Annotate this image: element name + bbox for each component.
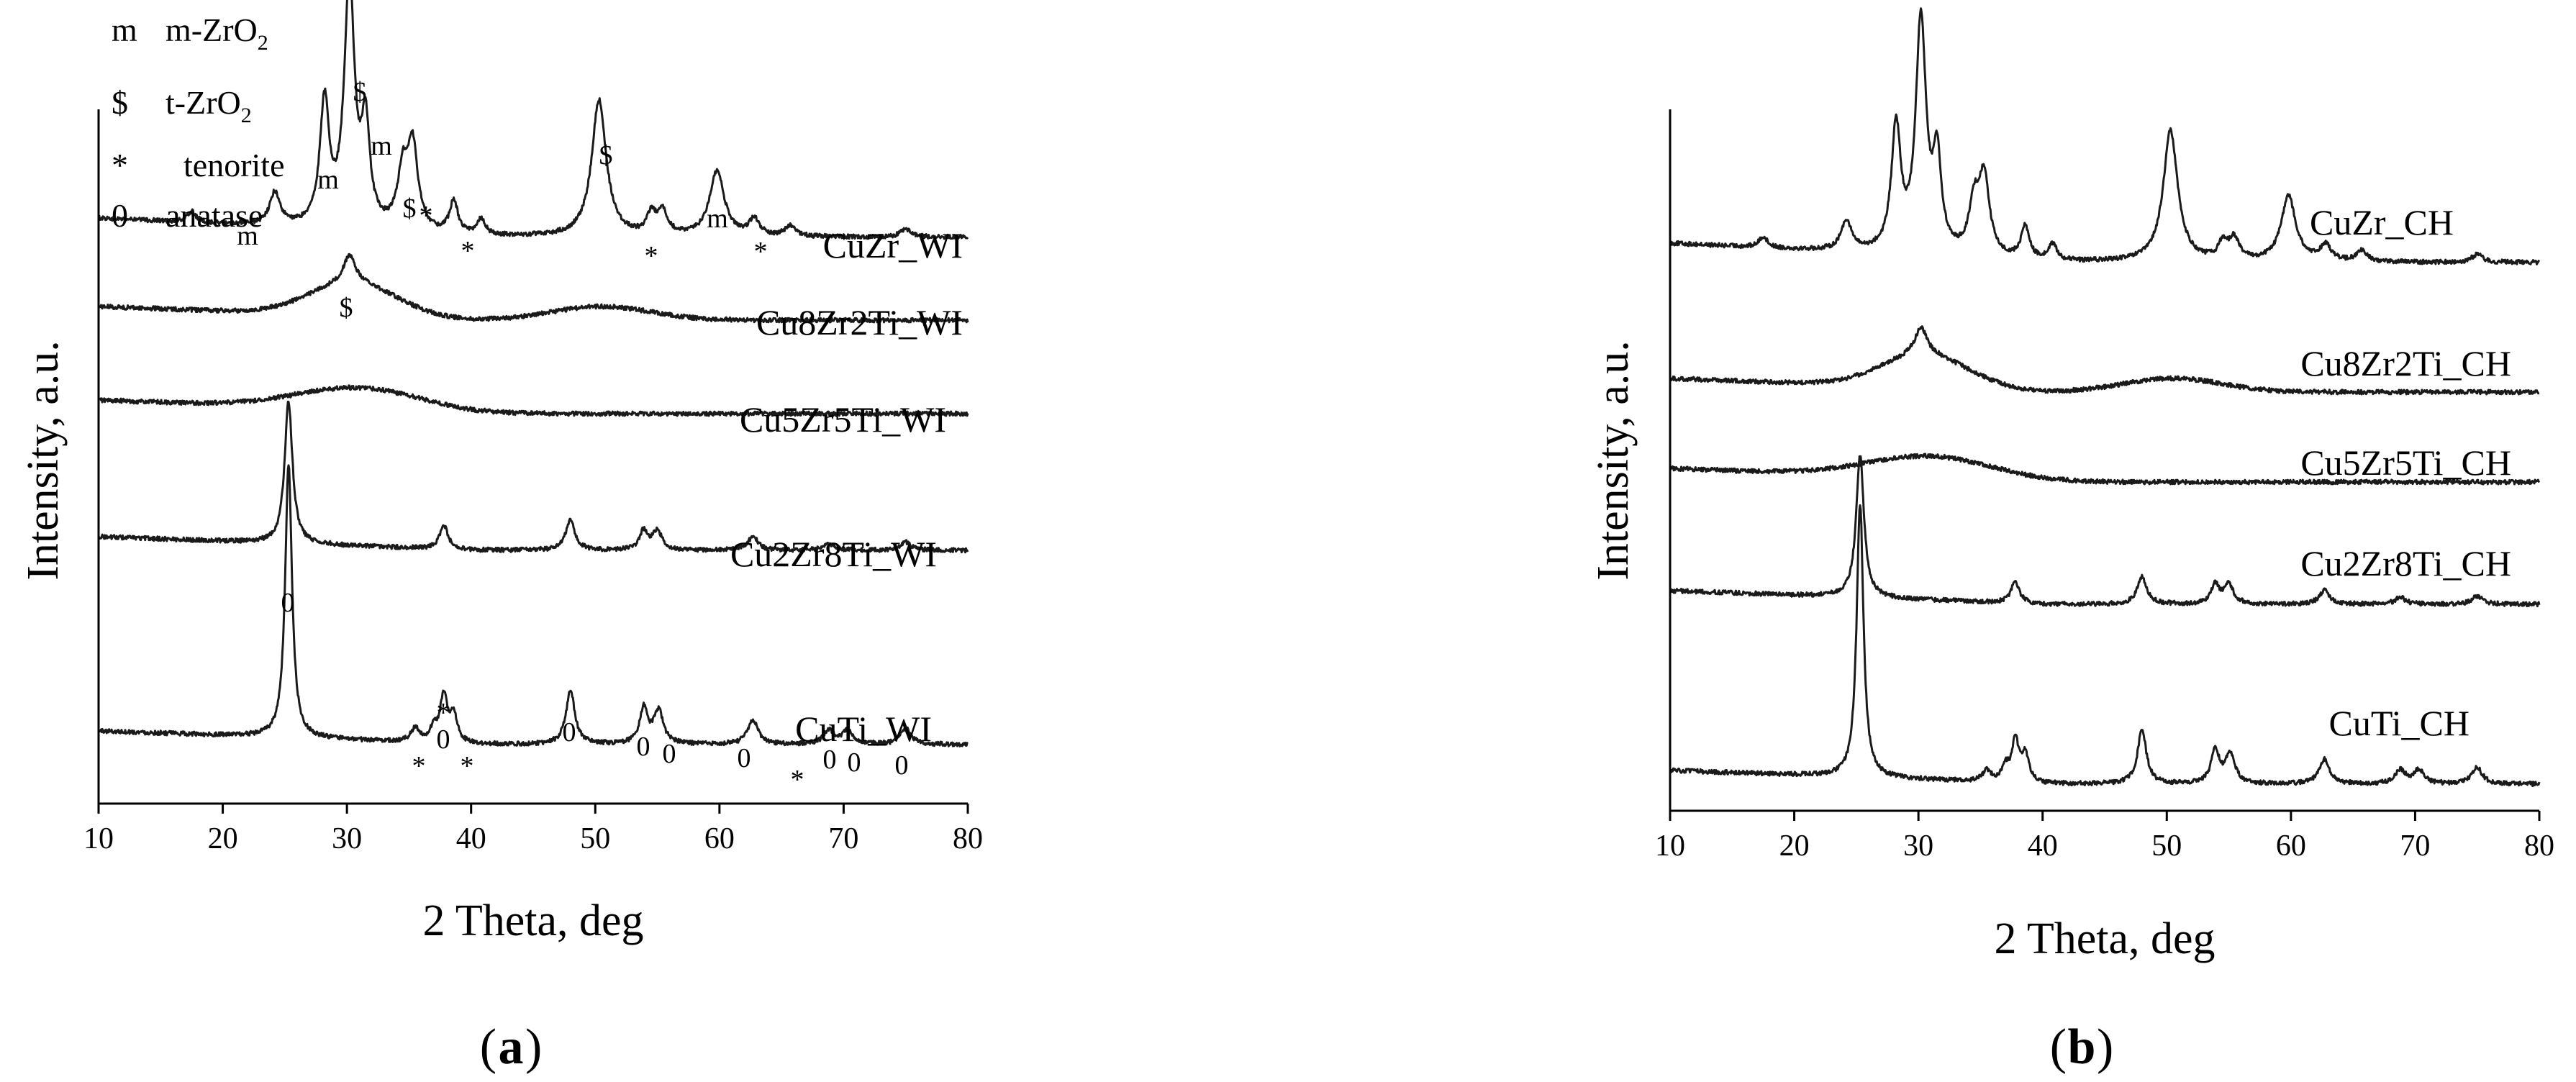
legend-label-m-zro2-main: m-ZrO <box>165 12 258 48</box>
peak-marker-dollar: $ <box>403 194 417 224</box>
series-line-cu8zr2ti-wi <box>97 253 969 324</box>
x-tick-label: 60 <box>2276 829 2306 863</box>
legend-a: m m-ZrO2 $ t-ZrO2 * tenorite 0 anatase <box>112 12 285 234</box>
peak-marker-zero: 0 <box>848 747 861 778</box>
legend-label-m-zro2: m-ZrO2 <box>165 12 268 55</box>
panel-b: 10 20 30 40 50 60 70 80 2 Theta, deg Intensity,… <box>1589 7 2554 1075</box>
x-tick-label: 10 <box>83 822 114 855</box>
x-axis-title-a: 2 Theta, deg <box>422 896 643 945</box>
series-line-cuzr-ch <box>1669 7 2541 265</box>
series-label-cuti-wi: CuTi_WI <box>795 709 932 749</box>
series-label-cuti-ch: CuTi_CH <box>2329 703 2470 743</box>
series-line-cu5zr5ti-ch <box>1669 453 2541 486</box>
peak-marker-zero: 0 <box>823 745 837 775</box>
panel-label-b-letter: b <box>2068 1019 2096 1075</box>
x-ticks-a: 10 20 30 40 50 60 70 80 <box>83 804 983 855</box>
peak-marker-zero: 0 <box>563 717 576 747</box>
peak-marker-star: * <box>791 765 804 795</box>
series-label-cuzr-ch: CuZr_CH <box>2310 202 2454 242</box>
peak-marker-zero: 0 <box>281 588 295 618</box>
peak-marker-zero: 0 <box>895 750 909 781</box>
peak-marker-zero: 0 <box>663 739 676 769</box>
x-axis-title-b: 2 Theta, deg <box>1994 914 2215 963</box>
peak-marker-m: m <box>371 131 392 161</box>
x-tick-label: 80 <box>953 822 983 855</box>
x-tick-label: 70 <box>828 822 858 855</box>
series-line-cu8zr2ti-ch <box>1669 325 2540 396</box>
panel-a: 10 20 30 40 50 60 70 80 2 Theta, deg Intensity,… <box>19 0 983 1075</box>
legend-label-t-zro2: t-ZrO2 <box>165 84 252 127</box>
x-tick-label: 20 <box>208 822 238 855</box>
x-tick-label: 40 <box>456 822 486 855</box>
legend-symbol-zero: 0 <box>112 197 128 234</box>
x-tick-label: 50 <box>2151 829 2182 863</box>
series-line-cu2zr8ti-wi <box>97 400 969 554</box>
series-line-cu5zr5ti-wi <box>98 384 969 417</box>
panel-label-a-close: ) <box>525 1019 542 1075</box>
series-label-cu5zr5ti-ch: Cu5Zr5Ti_CH <box>2300 442 2511 483</box>
peak-marker-m: m <box>317 165 339 195</box>
traces-b <box>1669 7 2541 787</box>
series-label-cuzr-wi: CuZr_WI <box>823 225 963 265</box>
series-line-cuti-wi <box>97 464 969 747</box>
peak-marker-star: * <box>461 236 475 266</box>
legend-symbol-dollar: $ <box>112 84 128 121</box>
legend-label-t-zro2-sub: 2 <box>241 104 252 127</box>
legend-label-anatase: anatase <box>165 197 263 234</box>
peak-marker-star: * <box>461 751 474 781</box>
series-label-cu8zr2ti-wi: Cu8Zr2Ti_WI <box>756 302 963 342</box>
x-tick-label: 80 <box>2524 829 2554 863</box>
peak-marker-zero: 0 <box>637 732 650 762</box>
x-tick-label: 10 <box>1655 829 1685 863</box>
series-line-cu2zr8ti-ch <box>1669 455 2541 608</box>
x-ticks-b: 10 20 30 40 50 60 70 80 <box>1655 811 2554 863</box>
peak-marker-star: * <box>754 237 768 267</box>
legend-symbol-star: * <box>112 147 128 183</box>
peak-marker-dollar: $ <box>353 77 367 107</box>
peak-marker-dollar: $ <box>599 140 613 171</box>
x-tick-label: 40 <box>2028 829 2058 863</box>
x-tick-label: 20 <box>1779 829 1810 863</box>
x-tick-label: 30 <box>1903 829 1933 863</box>
legend-label-t-zro2-main: t-ZrO <box>165 84 241 121</box>
legend-label-tenorite: tenorite <box>183 147 285 183</box>
peak-marker-m: m <box>237 221 258 251</box>
panel-label-a-letter: a <box>499 1019 524 1075</box>
traces-a <box>97 0 969 747</box>
peak-marker-star: * <box>645 241 658 271</box>
peak-marker-zero: 0 <box>738 743 751 773</box>
panel-label-b-close: ) <box>2097 1019 2113 1075</box>
peak-marker-star: * <box>419 201 433 231</box>
series-line-cuti-ch <box>1669 504 2541 787</box>
peak-marker-star: * <box>412 751 426 781</box>
series-label-cu2zr8ti-wi: Cu2Zr8Ti_WI <box>730 534 937 574</box>
x-tick-label: 70 <box>2400 829 2430 863</box>
panel-label-a-open: ( <box>480 1019 496 1075</box>
peak-marker-zero: 0 <box>437 724 450 755</box>
peak-annotations-a: m m m $ $ $ $ * * * * * * * * m 0 0 0 0 … <box>237 77 908 795</box>
panel-label-b-open: ( <box>2050 1019 2067 1075</box>
y-axis-title-b: Intensity, a.u. <box>1589 340 1638 580</box>
x-tick-label: 30 <box>332 822 362 855</box>
peak-marker-star: * <box>437 698 450 728</box>
legend-label-m-zro2-sub: 2 <box>258 31 268 55</box>
x-tick-label: 50 <box>580 822 610 855</box>
legend-symbol-m: m <box>112 12 137 48</box>
x-tick-label: 60 <box>704 822 735 855</box>
series-label-cu5zr5ti-wi: Cu5Zr5Ti_WI <box>740 399 946 440</box>
peak-marker-m: m <box>707 204 728 234</box>
y-axis-title-a: Intensity, a.u. <box>19 340 68 580</box>
peak-marker-dollar: $ <box>340 293 353 323</box>
series-line-cuzr-wi <box>97 0 969 240</box>
series-label-cu2zr8ti-ch: Cu2Zr8Ti_CH <box>2300 543 2511 583</box>
series-label-cu8zr2ti-ch: Cu8Zr2Ti_CH <box>2300 343 2511 383</box>
